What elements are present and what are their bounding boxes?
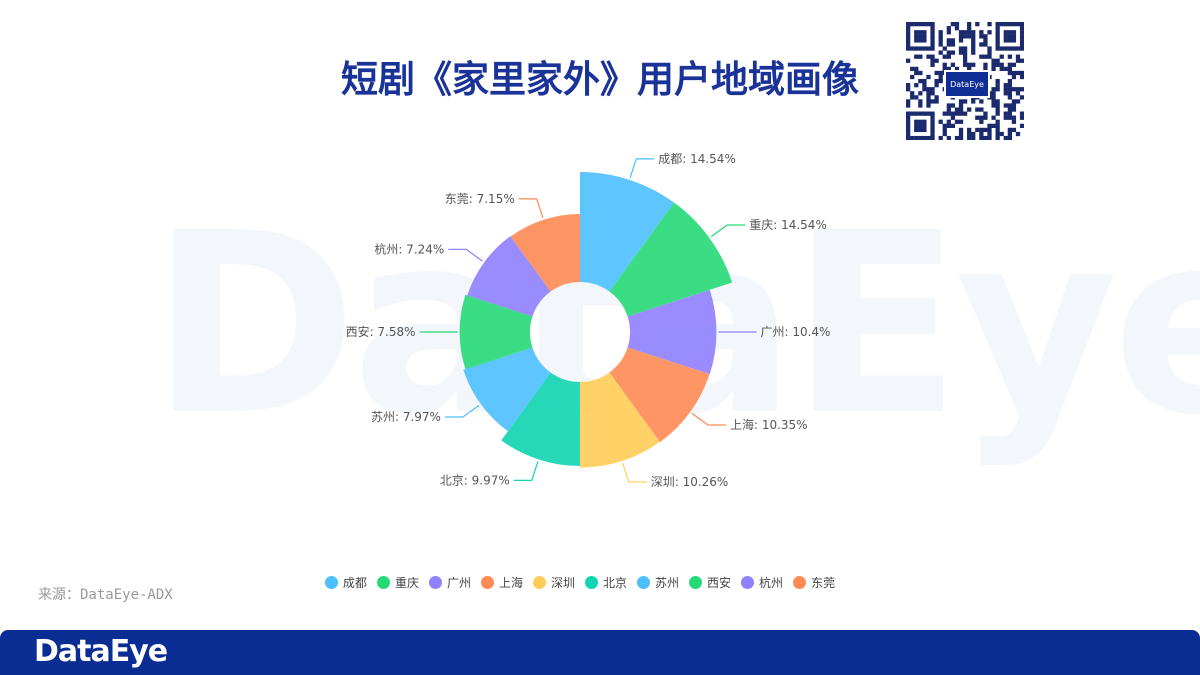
data-label: 杭州: 7.24% bbox=[374, 241, 444, 256]
legend-dot-icon bbox=[793, 576, 807, 589]
legend-dot-icon bbox=[585, 576, 598, 589]
legend-item[interactable]: 北京 bbox=[585, 574, 627, 591]
legend-label: 成都 bbox=[342, 576, 367, 590]
data-label: 北京: 9.97% bbox=[440, 473, 510, 487]
legend-dot-icon bbox=[428, 576, 442, 589]
rose-slice-9 bbox=[467, 236, 551, 317]
legend-label: 东莞 bbox=[811, 576, 836, 590]
source-note: 来源：DataEye-ADX bbox=[38, 587, 173, 603]
rose-slice-3 bbox=[627, 289, 717, 375]
rose-slice-10 bbox=[510, 214, 580, 292]
data-label: 深圳: 10.26% bbox=[651, 475, 729, 489]
legend-label: 深圳 bbox=[550, 576, 575, 590]
legend-dot-icon bbox=[480, 576, 494, 589]
legend-label: 北京 bbox=[603, 576, 628, 590]
rose-slice-1 bbox=[580, 172, 675, 292]
legend-dot-icon bbox=[741, 576, 755, 589]
rose-slice-5 bbox=[580, 372, 660, 468]
legend-item[interactable]: 东莞 bbox=[793, 574, 835, 591]
legend-item[interactable]: 西安 bbox=[689, 574, 731, 591]
qr-code-icon bbox=[906, 22, 1025, 141]
legend-item[interactable]: 重庆 bbox=[376, 574, 419, 591]
legend-dot-icon bbox=[689, 576, 703, 589]
data-label: 西安: 7.58% bbox=[346, 324, 416, 339]
legend-item[interactable]: 苏州 bbox=[637, 574, 679, 591]
label-leader-line bbox=[621, 462, 647, 483]
legend-label: 广州 bbox=[446, 576, 471, 590]
footer-bar: DataEye bbox=[0, 630, 1200, 675]
label-leader-line bbox=[629, 158, 655, 179]
label-leader-line bbox=[710, 224, 746, 238]
data-label: 成都: 14.54% bbox=[658, 152, 736, 166]
legend-item[interactable]: 上海 bbox=[480, 574, 523, 591]
page-title: 短剧《家里家外》用户地域画像 bbox=[341, 58, 859, 101]
rose-slice-4 bbox=[609, 347, 710, 443]
rose-slice-8 bbox=[459, 294, 533, 370]
data-label: 重庆: 14.54% bbox=[749, 218, 827, 232]
label-leader-line bbox=[444, 404, 480, 418]
legend-dot-icon bbox=[324, 576, 338, 589]
legend-label: 西安 bbox=[707, 576, 732, 590]
chart-legend: 成都 重庆 广州 上海 深圳 北京 苏州 西安 杭州 东莞 bbox=[0, 574, 1160, 591]
label-leader-line bbox=[518, 198, 544, 219]
legend-item[interactable]: 广州 bbox=[428, 574, 471, 591]
legend-label: 上海 bbox=[498, 576, 523, 590]
legend-item[interactable]: 杭州 bbox=[741, 574, 783, 591]
legend-label: 重庆 bbox=[394, 576, 419, 590]
legend-dot-icon bbox=[637, 576, 651, 589]
legend-item[interactable]: 成都 bbox=[324, 574, 367, 591]
label-leader-line bbox=[448, 248, 483, 262]
qr-logo: DataEye bbox=[944, 70, 990, 98]
legend-label: 苏州 bbox=[655, 576, 680, 590]
label-leader-line bbox=[513, 461, 539, 481]
legend-dot-icon bbox=[376, 576, 390, 589]
legend-dot-icon bbox=[532, 576, 546, 589]
rose-slice-7 bbox=[463, 347, 551, 432]
data-label: 苏州: 7.97% bbox=[371, 410, 441, 424]
qr-code: DataEye bbox=[906, 22, 1025, 141]
legend-label: 杭州 bbox=[759, 576, 784, 590]
rose-slice-2 bbox=[609, 202, 733, 317]
rose-slice-6 bbox=[501, 372, 580, 467]
legend-item[interactable]: 深圳 bbox=[532, 574, 575, 591]
footer-logo: DataEye bbox=[34, 634, 168, 669]
label-leader-line bbox=[691, 412, 726, 426]
data-label: 广州: 10.4% bbox=[760, 325, 830, 339]
data-label: 上海: 10.35% bbox=[730, 417, 808, 432]
data-label: 东莞: 7.15% bbox=[445, 192, 515, 206]
